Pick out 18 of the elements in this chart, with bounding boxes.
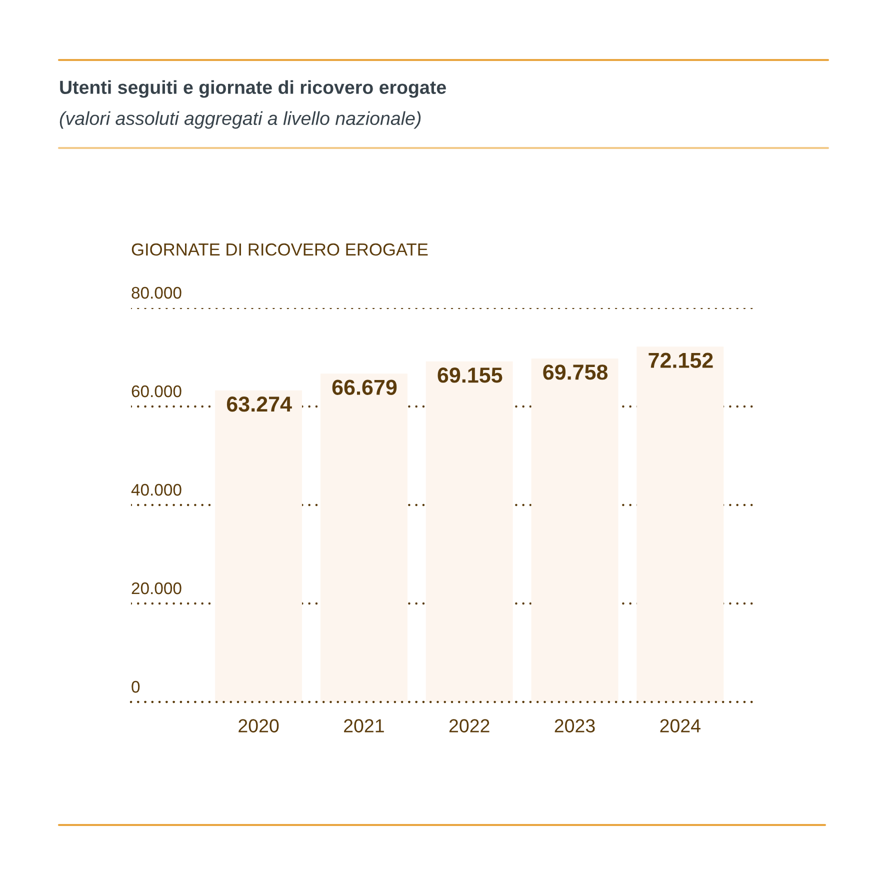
data-label: 69.155 xyxy=(438,368,502,383)
y-tick-label: 20.000 xyxy=(132,582,182,594)
x-tick-label: 2022 xyxy=(449,719,490,732)
y-tick-label: 40.000 xyxy=(131,484,182,496)
x-tick-label: 2020 xyxy=(238,719,279,732)
data-label: 63.274 xyxy=(226,396,292,412)
y-tick-label: 0 xyxy=(132,680,140,693)
y-tick-label: 60.000 xyxy=(132,385,182,398)
chart-subtitle: (valori assoluti aggregati a livello nazionale) xyxy=(60,111,421,129)
x-tick-label: 2021 xyxy=(344,719,384,732)
y-tick-label: 80.000 xyxy=(132,286,182,299)
chart-title: Utenti seguiti e giornate di ricovero erogate xyxy=(60,80,446,98)
x-tick-label: 2024 xyxy=(660,719,700,732)
data-label: 66.679 xyxy=(332,380,397,395)
y-axis-title: GIORNATE DI RICOVERO EROGATE xyxy=(132,243,428,256)
data-label: 69.758 xyxy=(543,364,608,380)
data-label: 72.152 xyxy=(648,352,713,368)
x-tick-label: 2023 xyxy=(554,719,595,732)
